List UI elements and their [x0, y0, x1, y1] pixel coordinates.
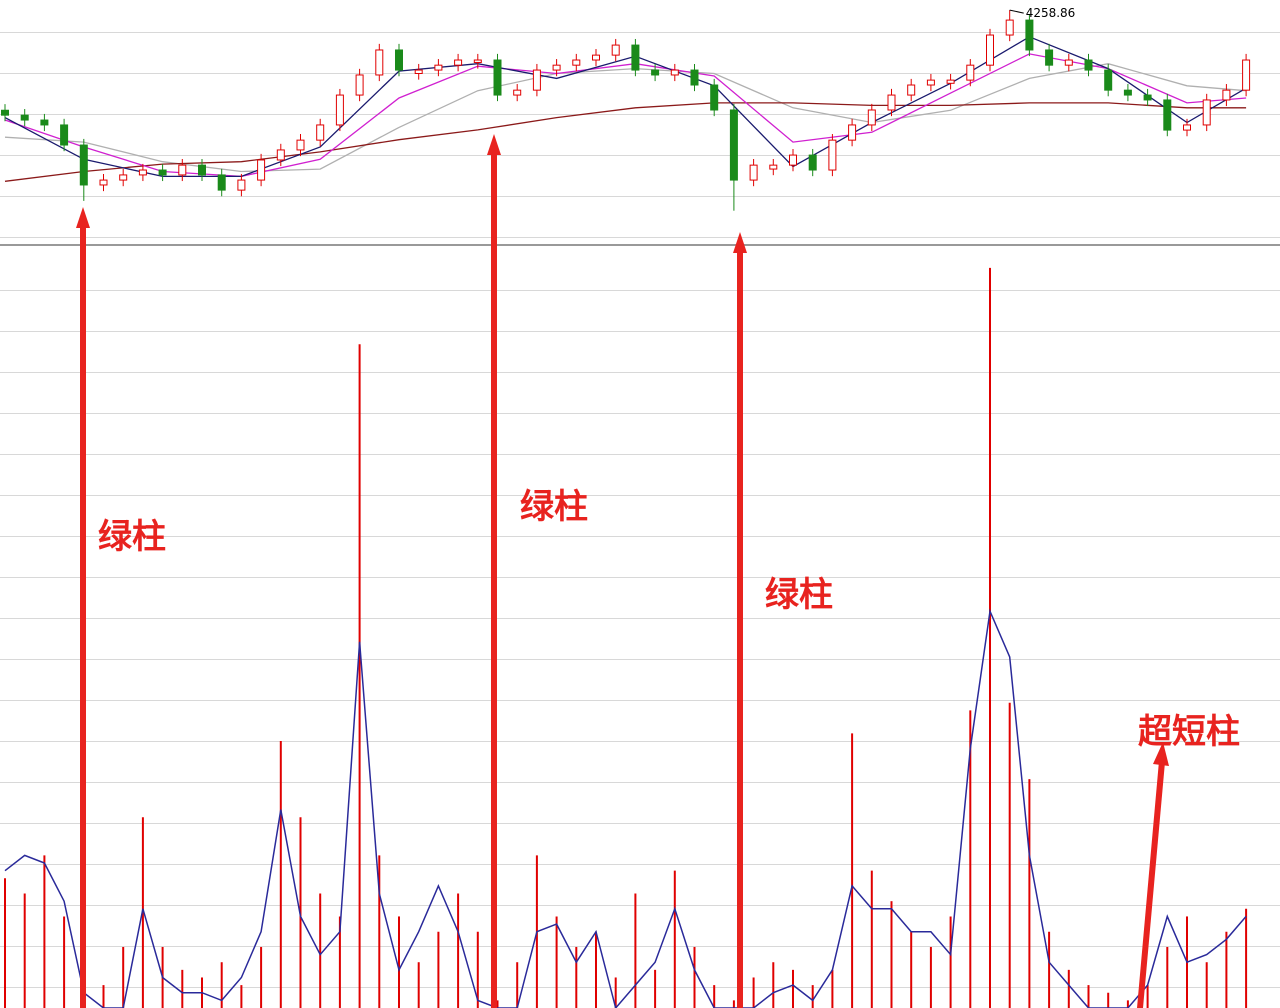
candle-body — [1202, 99, 1211, 126]
arrow-head — [76, 207, 90, 228]
candle-body — [611, 44, 620, 56]
price-grid — [0, 0, 1280, 245]
candle-body — [1, 109, 9, 116]
candle-body — [178, 164, 187, 176]
candle-body — [552, 64, 561, 71]
candle-body — [572, 59, 581, 66]
candle-body — [138, 169, 147, 176]
arrow-shaft — [737, 250, 743, 1008]
candle-body — [1064, 59, 1073, 66]
max-label: 4258.86 — [1026, 6, 1076, 20]
candle-body — [789, 154, 797, 166]
candle-body — [808, 154, 817, 171]
candle-body — [592, 54, 600, 61]
candle-body — [473, 59, 482, 63]
arrow-shaft — [491, 152, 497, 1008]
candle-body — [1045, 49, 1054, 66]
candle-body — [79, 144, 88, 186]
candle-body — [710, 84, 719, 111]
candle-body — [296, 139, 305, 151]
arrow-head — [733, 232, 747, 253]
max-pointer — [1009, 9, 1024, 14]
candle-body — [375, 49, 384, 76]
candle-body — [60, 124, 69, 146]
candle-body — [532, 69, 541, 91]
candle-body — [237, 179, 246, 191]
candle-body — [1104, 69, 1113, 91]
candle-body — [434, 64, 443, 71]
candle-body — [1123, 89, 1132, 96]
indicator-line — [4, 608, 1247, 1008]
moving-average — [4, 102, 1247, 182]
candle-body — [986, 34, 994, 66]
indicator-grid — [0, 250, 1280, 1008]
candle-body — [946, 79, 955, 84]
moving-average — [4, 36, 1247, 178]
arrow-head — [1153, 742, 1169, 766]
candle-body — [729, 109, 738, 181]
candle-body — [828, 139, 837, 171]
candle-body — [158, 169, 167, 176]
candle-body — [355, 74, 364, 96]
candle-body — [1222, 89, 1231, 101]
candle-body — [414, 69, 423, 74]
candle-body — [513, 89, 522, 96]
candle-body — [867, 109, 876, 126]
arrow-shaft — [80, 225, 86, 1008]
annotation: 绿柱 — [520, 487, 588, 527]
candle-body — [276, 149, 285, 161]
annotation: 超短柱 — [1138, 712, 1240, 752]
candle-body — [40, 119, 49, 126]
candle-body — [335, 94, 344, 126]
candle-body — [454, 59, 463, 66]
candle-body — [316, 124, 325, 141]
candle-body — [631, 44, 640, 71]
indicator-panel — [4, 267, 1248, 1008]
candle-body — [198, 164, 206, 176]
candle-body — [99, 179, 108, 186]
candle-body — [119, 174, 128, 181]
candle-body — [670, 69, 679, 76]
candle-body — [926, 79, 935, 86]
candle-body — [257, 159, 266, 181]
candle-body — [887, 94, 896, 111]
candle-body — [217, 174, 226, 191]
candle-body — [1025, 19, 1034, 51]
annotation: 绿柱 — [765, 575, 833, 615]
candle-body — [1084, 59, 1093, 71]
arrows — [76, 134, 1169, 1008]
candle-body — [690, 69, 699, 86]
candle-body — [1183, 124, 1191, 131]
candle-body — [20, 114, 29, 121]
candle-body — [1163, 99, 1172, 131]
candle-body — [1242, 59, 1251, 91]
candle-body — [1005, 19, 1014, 36]
candle-body — [395, 49, 403, 71]
arrow-shaft — [1137, 761, 1165, 1008]
candle-body — [749, 164, 758, 181]
candle-body — [1143, 94, 1152, 101]
arrow-head — [487, 134, 501, 155]
candle-body — [651, 69, 660, 76]
candle-body — [907, 84, 916, 96]
candle-body — [493, 59, 502, 96]
price-panel: 4258.86 — [1, 6, 1251, 211]
candle-body — [769, 164, 778, 170]
candle-body — [966, 64, 975, 81]
candle-body — [848, 124, 857, 141]
moving-average — [4, 63, 1247, 173]
annotation: 绿柱 — [98, 517, 166, 557]
